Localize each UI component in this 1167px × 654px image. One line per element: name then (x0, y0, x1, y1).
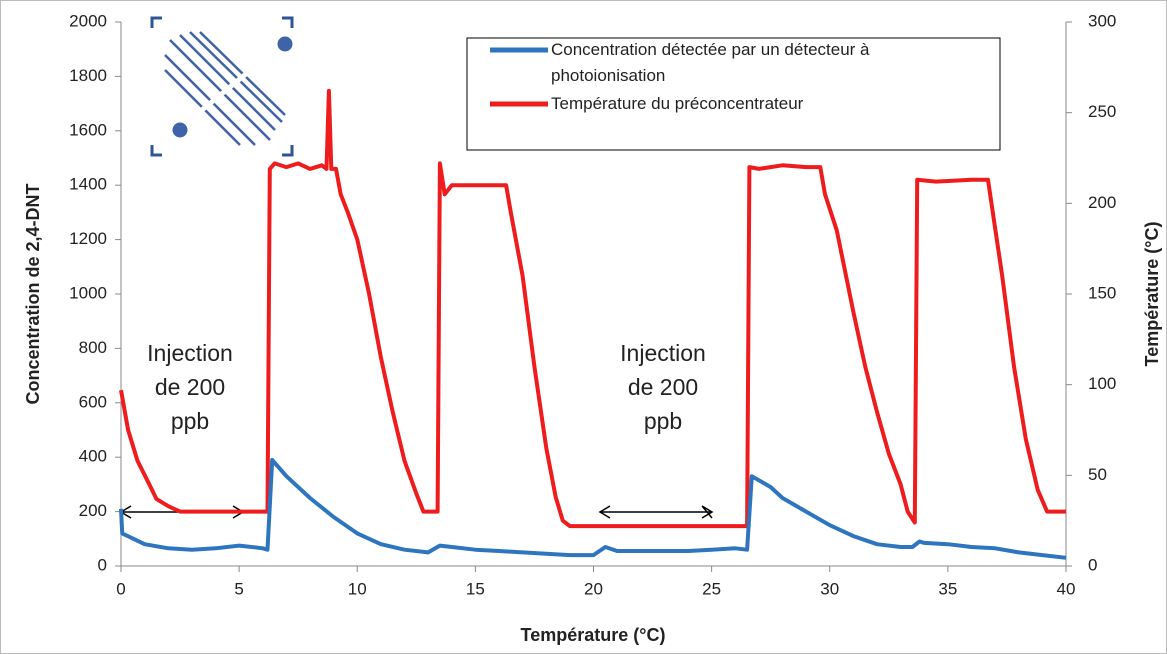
x-axis-title: Température (°C) (521, 625, 666, 645)
x-tick-label: 35 (938, 579, 957, 598)
y2-tick-label: 150 (1088, 283, 1116, 302)
y2-tick-label: 300 (1088, 11, 1116, 30)
annotation: Injection de 200 ppb (620, 340, 706, 434)
series-line (119, 457, 1067, 560)
icon (150, 16, 294, 157)
annotation: Injection de 200 ppb (147, 340, 233, 434)
x-tick-label: 15 (466, 579, 485, 598)
y-tick-label: 1800 (69, 66, 107, 85)
y2-tick-label: 250 (1088, 102, 1116, 121)
y-tick-label: 600 (79, 392, 107, 411)
legend-label: Température du préconcentrateur (551, 94, 804, 113)
y-tick-label: 400 (79, 447, 107, 466)
y-tick-label: 1600 (69, 120, 107, 139)
x-tick-label: 25 (702, 579, 721, 598)
x-tick-label: 20 (584, 579, 603, 598)
legend-label: Concentration détectée par un détecteur … (551, 40, 870, 85)
series-line (119, 88, 1066, 529)
y-tick-label: 1000 (69, 283, 107, 302)
y-tick-label: 1200 (69, 229, 107, 248)
y-axis-title: Concentration de 2,4-DNT (23, 183, 43, 404)
x-tick-label: 40 (1057, 579, 1076, 598)
x-tick-label: 5 (234, 579, 243, 598)
legend-box (466, 37, 1001, 151)
y2-tick-label: 100 (1088, 374, 1116, 393)
y-tick-label: 800 (79, 338, 107, 357)
y2-tick-label: 200 (1088, 193, 1116, 212)
x-tick-label: 0 (116, 579, 125, 598)
x-tick-label: 10 (348, 579, 367, 598)
y-tick-label: 0 (98, 555, 107, 574)
y-tick-label: 1400 (69, 175, 107, 194)
y-tick-label: 200 (79, 501, 107, 520)
y2-tick-label: 50 (1088, 465, 1107, 484)
y-tick-label: 2000 (69, 11, 107, 30)
y2-axis-title: Température (°C) (1142, 222, 1162, 367)
x-tick-label: 30 (820, 579, 839, 598)
y2-tick-label: 0 (1088, 555, 1097, 574)
